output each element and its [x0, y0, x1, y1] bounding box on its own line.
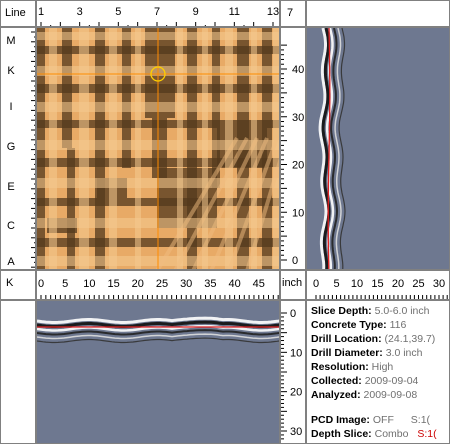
bottom-depth-tick-label: 10	[290, 347, 302, 359]
depth-slice-row[interactable]: Depth Slice: Combo S:1(	[311, 428, 437, 440]
depth-right-tick-label: 10	[292, 207, 304, 219]
inch-axis-tick-label: 40	[228, 278, 240, 290]
drill-diameter-row: Drill Diameter: 3.0 inch	[311, 347, 423, 359]
inch-unit-label: inch	[282, 277, 303, 289]
top-axis-tick-label: 13	[267, 6, 279, 18]
side-depth-tick-label: 5	[333, 278, 339, 290]
inch-axis-horizontal-svg: 0 5 10 15 20 25 30 35 40 45	[38, 278, 279, 299]
left-axis-tick-label: E	[7, 181, 14, 193]
side-trace-line	[327, 28, 331, 269]
inch-axis-tick-label: 15	[107, 278, 119, 290]
drill-location-row: Drill Location: (24.1,39.7)	[311, 333, 436, 345]
top-axis-tick-label: 7	[154, 6, 160, 18]
depth-right-tick-label: 30	[292, 112, 304, 124]
depth-right-tick-label: 0	[292, 255, 298, 267]
top-right-empty	[306, 0, 450, 27]
left-axis-tick-label: G	[7, 141, 16, 153]
top-axis-tick-label: 3	[77, 6, 83, 18]
top-axis-ruler: 1 3 5 7 9 11 13	[36, 0, 280, 27]
bottom-radargram-panel[interactable]	[36, 300, 280, 444]
bottom-depth-axis-svg: 0 10 20 30	[281, 308, 302, 440]
scan-image[interactable]	[37, 28, 280, 270]
resolution-row: Resolution: High	[311, 361, 394, 373]
inch-axis-horizontal: 0 5 10 15 20 25 30 35 40 45	[36, 270, 280, 300]
depth-right-tick-label: 40	[292, 64, 304, 76]
depth-axis-right: 40 30 20 10 0	[280, 27, 306, 270]
side-depth-tick-label: 0	[313, 278, 319, 290]
side-radargram-panel[interactable]	[306, 27, 450, 270]
inch-axis-tick-label: 10	[83, 278, 95, 290]
info-panel: Slice Depth: 5.0-6.0 inch Concrete Type:…	[306, 300, 450, 444]
top-axis-tick-label: 11	[229, 6, 240, 18]
row-label-k: K	[6, 277, 14, 289]
inch-axis-tick-label: 35	[204, 278, 216, 290]
side-depth-tick-label: 20	[392, 278, 404, 290]
left-axis-tick-label: C	[7, 220, 15, 232]
top-axis-svg: 1 3 5 7 9 11 13	[38, 6, 279, 26]
bottom-radargram[interactable]	[37, 301, 280, 444]
left-axis-tick-label: M	[6, 35, 15, 47]
line-label: Line	[5, 7, 26, 19]
inch-axis-tick-label: 30	[180, 278, 192, 290]
concrete-type-row: Concrete Type: 116	[311, 319, 407, 331]
inch-axis-tick-label: 25	[156, 278, 168, 290]
bottom-depth-axis: 0 10 20 30	[280, 300, 306, 444]
bottom-depth-tick-label: 0	[290, 308, 296, 320]
corner-line-label-box: Line	[0, 0, 36, 27]
depth-right-tick-label: 20	[292, 160, 304, 172]
scan-image-panel[interactable]	[36, 27, 280, 270]
depth-axis-right-svg: 40 30 20 10 0	[281, 44, 304, 267]
drill-location-marker	[150, 66, 166, 82]
inch-axis-tick-label: 5	[62, 278, 68, 290]
side-depth-tick-label: 15	[371, 278, 383, 290]
inch-unit-box: inch	[280, 270, 306, 300]
collected-row: Collected: 2009-09-04	[311, 375, 419, 387]
inch-axis-tick-label: 45	[253, 278, 265, 290]
inch-axis-tick-label: 0	[38, 278, 44, 290]
bottom-left-empty	[0, 300, 36, 444]
side-depth-tick-label: 25	[412, 278, 424, 290]
side-depth-axis: 0 5 10 15 20 25 30	[306, 270, 450, 300]
analyzed-row: Analyzed: 2009-09-08	[311, 389, 418, 401]
side-depth-tick-label: 10	[351, 278, 363, 290]
line-value-box: 7	[280, 0, 306, 27]
slice-depth-row: Slice Depth: 5.0-6.0 inch	[311, 305, 430, 317]
side-depth-tick-label: 30	[433, 278, 445, 290]
inch-axis-tick-label: 20	[132, 278, 144, 290]
left-axis-ruler: M K I G E C A	[0, 27, 36, 270]
mid-left-box: K	[0, 270, 36, 300]
left-axis-tick-label: I	[9, 101, 12, 113]
top-axis-tick-label: 9	[193, 6, 199, 18]
line-value: 7	[287, 7, 294, 19]
top-axis-tick-label: 1	[38, 6, 44, 18]
left-axis-tick-label: K	[7, 65, 15, 77]
bottom-depth-tick-label: 20	[290, 387, 302, 399]
pcd-image-row[interactable]: PCD Image: OFF S:1(	[311, 414, 431, 426]
left-axis-tick-label: A	[7, 256, 15, 268]
top-axis-tick-label: 5	[115, 6, 121, 18]
side-depth-axis-svg: 0 5 10 15 20 25 30	[313, 278, 448, 299]
bottom-depth-tick-label: 30	[290, 426, 302, 438]
side-radargram[interactable]	[307, 28, 450, 270]
left-axis-svg: M K I G E C A	[6, 31, 35, 268]
